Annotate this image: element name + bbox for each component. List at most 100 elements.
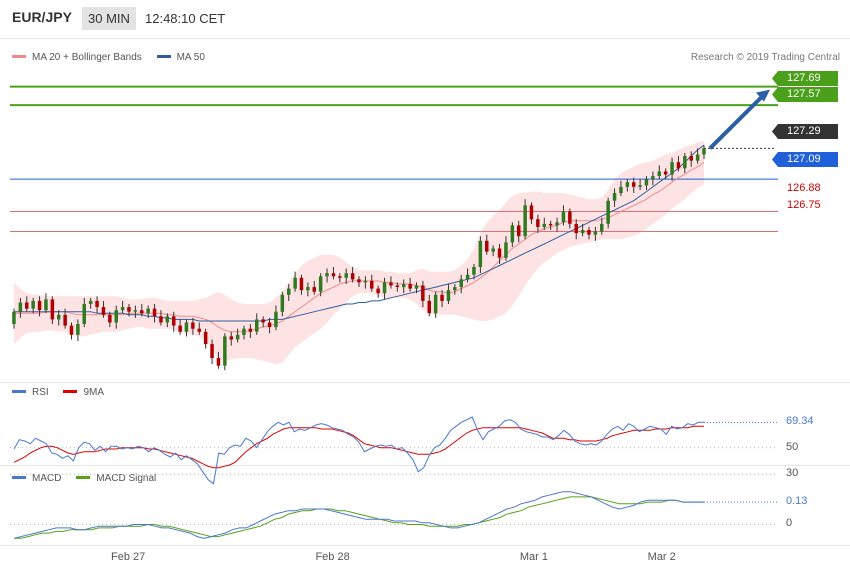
candle-body [133, 310, 138, 312]
x-tick-label-2: Mar 1 [519, 551, 548, 563]
legend-macd-signal: MACD Signal [76, 473, 156, 484]
candle-body [165, 316, 170, 323]
level-tag-pointer-2 [772, 124, 778, 139]
x-tick-label-0: Feb 27 [111, 551, 146, 563]
candle-body [44, 299, 48, 311]
candle-body [370, 280, 374, 289]
candle-body [350, 273, 355, 280]
macd-tick-label-0: 0 [786, 517, 793, 530]
candle-body [248, 328, 253, 332]
candle-body [402, 284, 406, 288]
legend-ma20-swatch [12, 54, 26, 58]
candle-body [120, 307, 125, 311]
candle-body [389, 282, 393, 286]
level-tag-pointer-0 [772, 71, 778, 86]
candle-body [203, 331, 208, 345]
candle-body [172, 316, 176, 326]
rsi-line [13, 416, 704, 485]
candle-body [255, 319, 259, 332]
candle-body [382, 282, 387, 294]
candle-body [338, 276, 342, 278]
candle-body [25, 302, 29, 309]
legend-rsi-label: RSI [32, 387, 49, 398]
rsi-tick-label-50: 50 [786, 440, 799, 453]
candle-body [459, 279, 463, 287]
candle-body [536, 219, 540, 227]
candle-body [312, 287, 316, 292]
candle-body [197, 328, 201, 332]
candle-body [242, 328, 246, 335]
timeframe-badge[interactable]: 30 MIN [82, 7, 136, 30]
candle-body [287, 288, 291, 295]
symbol-label: EUR/JPY [12, 9, 72, 25]
target-arrow-shaft [708, 93, 766, 150]
candle-body [670, 162, 674, 175]
candle-body [82, 304, 86, 324]
candle-body [491, 248, 495, 252]
candle-body [395, 285, 400, 287]
candle-body [325, 273, 329, 277]
candle-body [555, 222, 559, 226]
legend-ma20-label: MA 20 + Bollinger Bands [32, 52, 142, 63]
candle-body [178, 325, 182, 332]
candle-body [37, 300, 42, 311]
candle-body [472, 267, 476, 275]
candle-body [612, 193, 617, 201]
candle-body [108, 314, 112, 323]
chart-header: EUR/JPY 30 MIN 12:48:10 CET [0, 0, 850, 38]
candle-body [663, 171, 668, 175]
candle-body [465, 274, 470, 280]
candle-body [114, 310, 118, 323]
candle-body [574, 223, 578, 234]
candle-body [638, 185, 642, 187]
legend-macd-label: MACD [32, 473, 62, 484]
level-tag-126-88: 126.88 [778, 181, 838, 196]
level-tag-127-29: 127.29 [778, 124, 838, 139]
level-tag-127-57: 127.57 [778, 87, 838, 102]
candle-body [542, 223, 546, 227]
candle-body [523, 205, 527, 237]
candle-body [50, 299, 55, 320]
legend-macd-signal-label: MACD Signal [96, 473, 157, 484]
candle-body [235, 334, 240, 340]
legend-ma50: MA 50 [156, 52, 205, 63]
level-tag-127-09: 127.09 [778, 152, 838, 167]
candle-body [344, 273, 348, 278]
rsi-legend: RSI 9MA [12, 387, 116, 398]
candle-body [440, 294, 444, 301]
candle-body [619, 186, 623, 194]
target-arrow-head [756, 89, 770, 102]
legend-macd-signal-swatch [76, 475, 91, 479]
candle-body [548, 223, 553, 226]
candle-body [159, 316, 163, 323]
candle-body [101, 307, 106, 315]
candle-body [587, 230, 591, 235]
candle-body [95, 300, 99, 308]
candle-body [600, 223, 604, 232]
macd-legend: MACD MACD Signal [12, 473, 168, 484]
legend-9ma: 9MA [63, 387, 104, 398]
candle-body [210, 344, 214, 358]
header-divider [0, 38, 850, 39]
candle-body [306, 287, 310, 291]
candle-body [274, 311, 278, 328]
candle-body [293, 277, 297, 289]
candle-body [357, 279, 361, 283]
candle-body [318, 276, 323, 292]
candle-body [497, 248, 502, 258]
candle-body [414, 285, 419, 289]
candle-body [695, 154, 700, 161]
macd-signal-line [14, 496, 704, 539]
legend-rsi-swatch [12, 389, 26, 393]
candle-body [146, 308, 150, 314]
candle-body [580, 230, 585, 234]
candle-body [140, 310, 144, 314]
candle-body [676, 162, 681, 169]
legend-ma50-label: MA 50 [176, 52, 205, 63]
candle-body [689, 156, 693, 161]
candle-body [657, 171, 661, 176]
timestamp-label: 12:48:10 CET [145, 11, 226, 26]
candle-body [229, 336, 233, 340]
candle-body [363, 280, 368, 283]
